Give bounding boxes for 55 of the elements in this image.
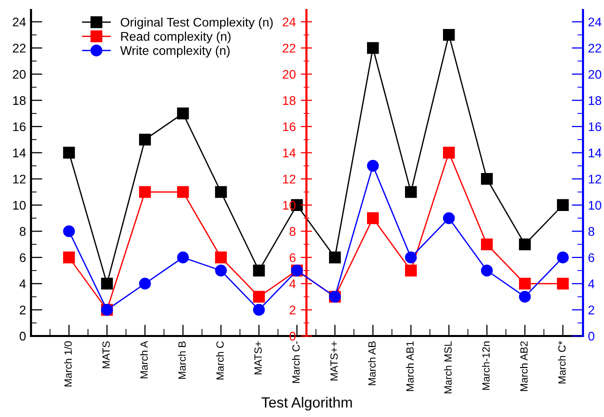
y3-tick-label: 18 — [283, 96, 296, 105]
legend-label: Original Test Complexity (n) — [120, 18, 273, 30]
x-tick-label: March-12n — [482, 342, 490, 390]
y3-tick-label: 4 — [289, 280, 296, 288]
y2-tick-label: 20 — [588, 70, 602, 79]
x-tick-label: MATS — [102, 341, 110, 368]
x-tick-label: March AB — [368, 341, 376, 386]
x-tick-label: March AB2 — [520, 341, 528, 391]
x-tick-label: March C- — [292, 341, 300, 383]
y3-tick-label: 2 — [290, 306, 296, 314]
y2-tick-label: 14 — [588, 148, 602, 158]
y-tick-label: 2 — [20, 306, 26, 314]
y-tick-label: 10 — [13, 200, 26, 210]
y-tick-label: 18 — [13, 96, 26, 105]
x-tick-label: March 1/0 — [64, 341, 72, 386]
y2-tick-label: 8 — [588, 227, 594, 236]
y-tick-label: 6 — [20, 253, 26, 262]
y3-tick-label: 20 — [282, 70, 296, 79]
y-tick-label: 12 — [13, 174, 26, 184]
y2-tick-label: 6 — [588, 253, 594, 262]
y-tick-label: 4 — [19, 280, 26, 288]
x-tick-label: MATS+ — [254, 341, 262, 374]
y2-tick-label: 18 — [588, 96, 602, 105]
x-tick-label: March C* — [558, 341, 566, 384]
y2-tick-label: 0 — [588, 332, 594, 341]
y2-tick-label: 12 — [588, 174, 602, 184]
x-axis-title: Test Algorithm — [262, 396, 352, 410]
legend-label: Read complexity (n) — [121, 32, 231, 44]
y-tick-label: 22 — [12, 44, 26, 52]
y2-tick-label: 22 — [588, 44, 602, 52]
legend-label: Write complexity (n) — [120, 46, 230, 58]
y-tick-label: 8 — [20, 227, 26, 236]
x-tick-label: March MSL — [444, 341, 452, 394]
x-tick-label: March C — [216, 341, 224, 380]
x-tick-label: March AB1 — [406, 341, 414, 391]
x-tick-label: MATS++ — [330, 341, 338, 380]
y3-tick-label: 16 — [283, 122, 296, 132]
y2-tick-label: 10 — [588, 200, 602, 210]
y-tick-label: 16 — [13, 122, 26, 132]
y-tick-label: 20 — [12, 70, 26, 79]
x-tick-label: March B — [178, 341, 186, 379]
y3-tick-label: 14 — [283, 148, 296, 158]
y3-tick-label: 8 — [290, 227, 296, 236]
y2-tick-label: 2 — [588, 306, 594, 314]
y2-tick-label: 24 — [588, 18, 602, 26]
y-tick-label: 0 — [20, 332, 26, 341]
y3-tick-label: 12 — [283, 174, 296, 184]
y3-tick-label: 22 — [282, 44, 296, 52]
y3-tick-label: 24 — [282, 18, 296, 26]
y-tick-label: 14 — [13, 148, 26, 158]
y-tick-label: 24 — [12, 18, 26, 26]
y2-tick-label: 16 — [588, 122, 602, 132]
y3-tick-label: 6 — [290, 253, 296, 262]
y2-tick-label: 4 — [588, 280, 594, 288]
x-tick-label: March A — [140, 340, 148, 378]
